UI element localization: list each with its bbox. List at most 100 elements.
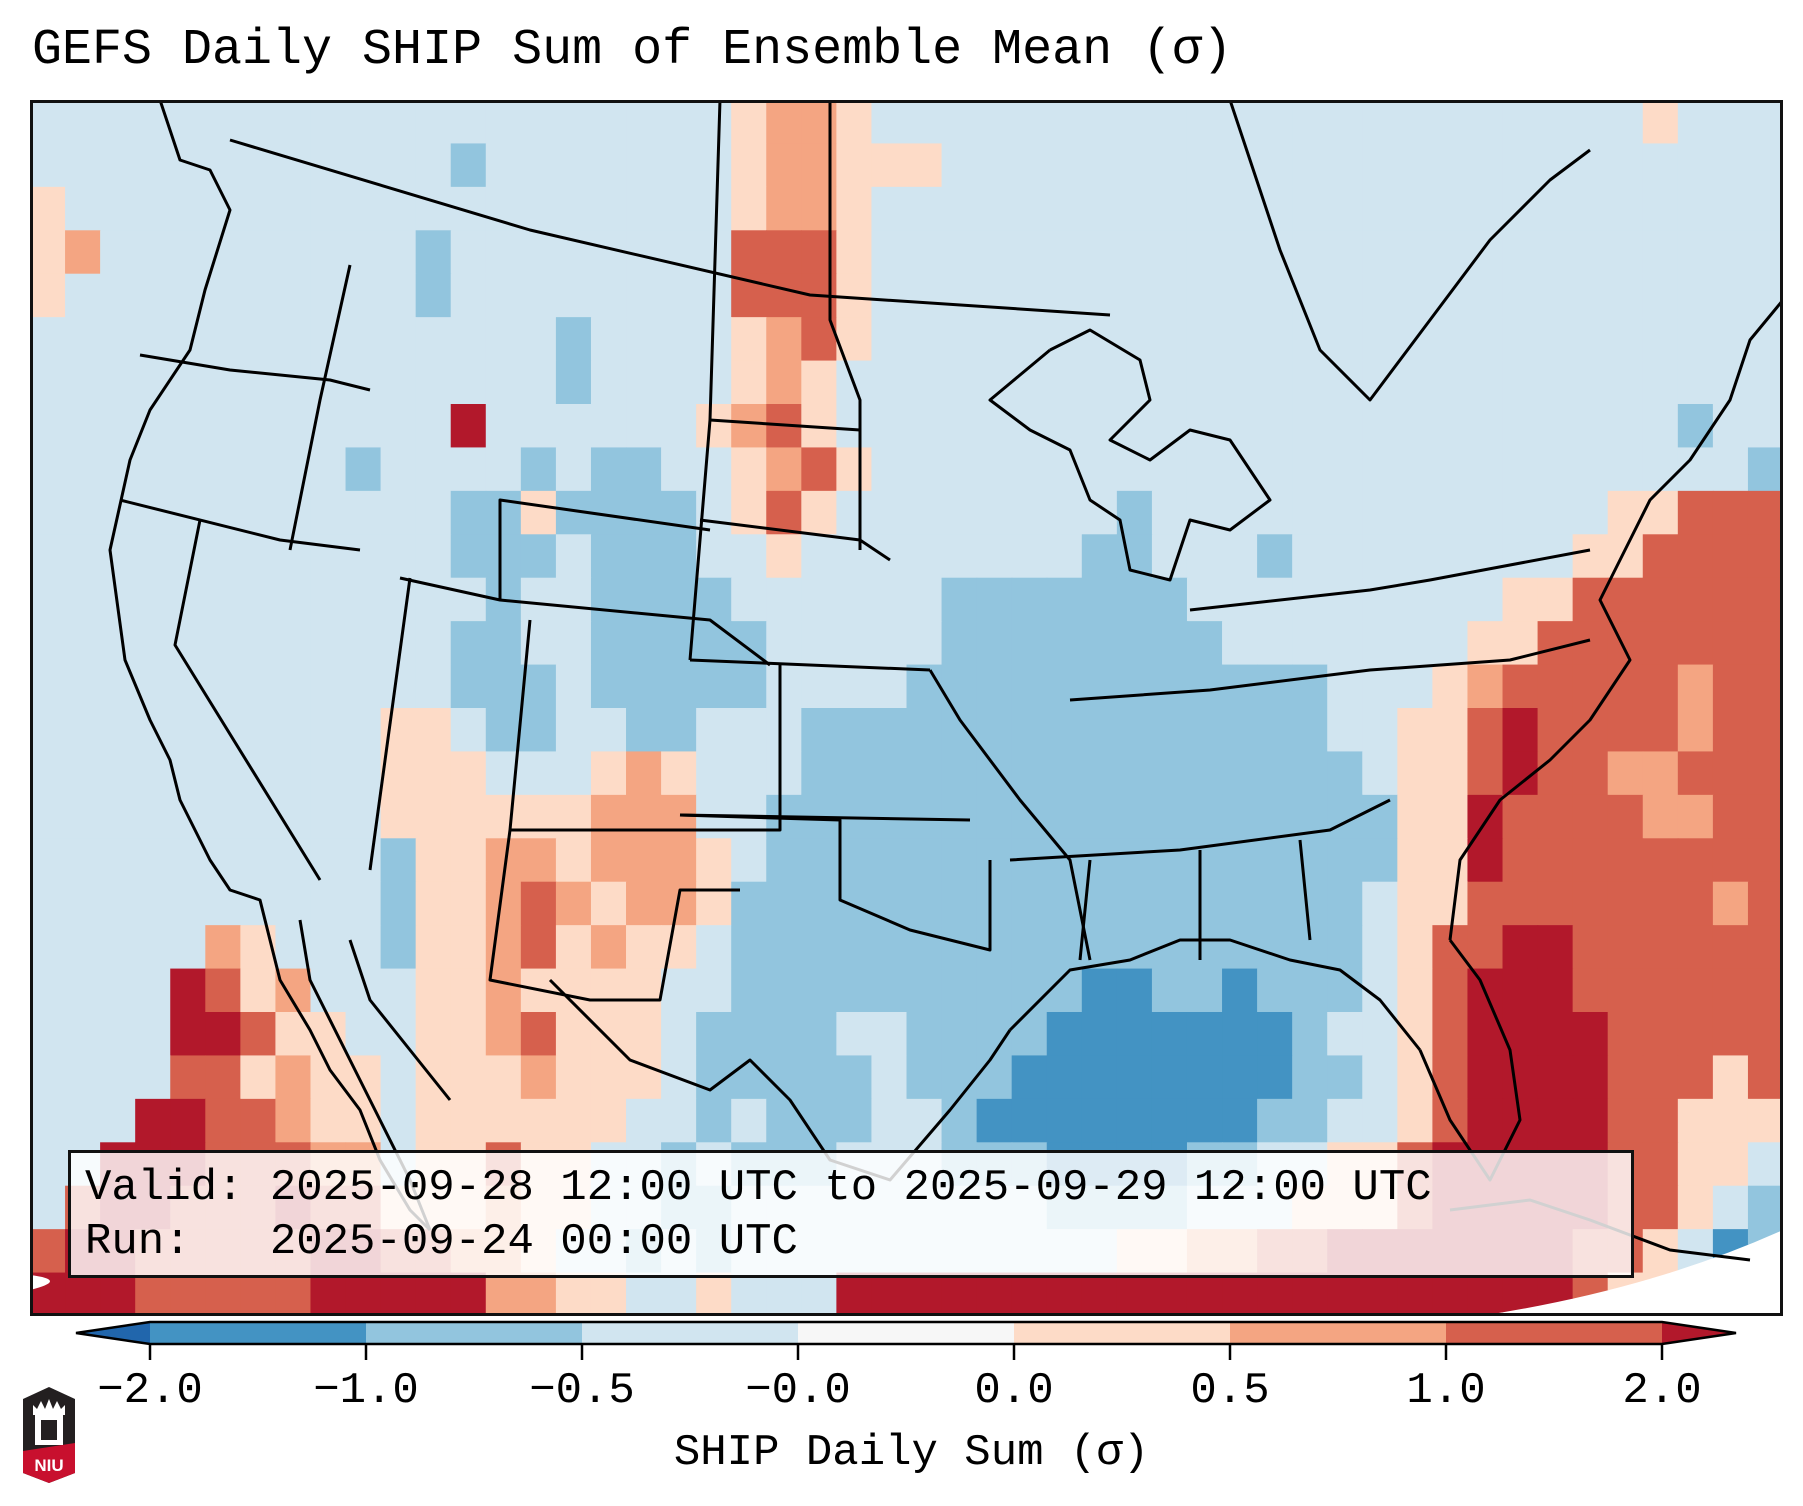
heatmap-cell <box>1046 317 1083 362</box>
heatmap-cell <box>415 273 452 318</box>
heatmap-cell <box>1677 881 1714 926</box>
heatmap-cell <box>1572 273 1609 318</box>
heatmap-cell <box>380 490 417 535</box>
heatmap-cell <box>1572 577 1609 622</box>
heatmap-cell <box>1257 751 1293 796</box>
heatmap-cell <box>696 968 732 1013</box>
heatmap-cell <box>1362 404 1398 449</box>
heatmap-cell <box>485 100 522 145</box>
heatmap-cell <box>1747 1012 1783 1057</box>
heatmap-cell <box>1572 404 1609 449</box>
heatmap-cell <box>661 838 697 883</box>
heatmap-cell <box>310 1272 347 1316</box>
heatmap-cell <box>520 838 557 883</box>
heatmap-cell <box>520 708 557 753</box>
heatmap-cell <box>415 490 452 535</box>
heatmap-cell <box>520 447 557 492</box>
heatmap-cell <box>1502 447 1539 492</box>
heatmap-cell <box>906 577 943 622</box>
heatmap-cell <box>1327 447 1363 492</box>
heatmap-cell <box>766 664 802 709</box>
heatmap-cell <box>1432 404 1469 449</box>
heatmap-cell <box>1046 577 1083 622</box>
heatmap-cell <box>1222 794 1258 839</box>
heatmap-cell <box>205 143 241 188</box>
heatmap-cell <box>941 490 978 535</box>
heatmap-cell <box>976 143 1013 188</box>
heatmap-cell <box>30 143 66 188</box>
heatmap-cell <box>1292 664 1328 709</box>
heatmap-cell <box>310 1098 347 1143</box>
heatmap-cell <box>1432 100 1469 145</box>
oklahoma <box>679 813 992 952</box>
heatmap-cell <box>1081 621 1118 666</box>
heatmap-cell <box>555 925 592 970</box>
heatmap-cell <box>30 881 66 926</box>
florida <box>1418 939 1522 1182</box>
heatmap-cell <box>1537 447 1574 492</box>
heatmap-cell <box>626 273 662 318</box>
heatmap-cell <box>520 664 557 709</box>
heatmap-cell <box>1642 404 1679 449</box>
heatmap-cell <box>520 317 557 362</box>
heatmap-cell <box>1712 881 1749 926</box>
heatmap-cell <box>696 1272 732 1316</box>
heatmap-cell <box>100 1055 136 1100</box>
heatmap-cell <box>1537 925 1574 970</box>
heatmap-cell <box>1151 751 1188 796</box>
heatmap-cell <box>590 1098 627 1143</box>
heatmap-cell <box>906 1012 943 1057</box>
heatmap-cell <box>871 404 908 449</box>
heatmap-cell <box>731 1012 767 1057</box>
heatmap-cell <box>1081 186 1118 231</box>
heatmap-cell <box>555 143 592 188</box>
heatmap-cell <box>1572 925 1609 970</box>
heatmap-cell <box>1011 447 1048 492</box>
heatmap-cell <box>1642 925 1679 970</box>
heatmap-cell <box>240 1098 277 1143</box>
heatmap-cell <box>1222 968 1258 1013</box>
heatmap-cell <box>1186 273 1223 318</box>
heatmap-cell <box>836 925 873 970</box>
colorbar-segment <box>1230 1322 1447 1344</box>
heatmap-cell <box>345 273 382 318</box>
heatmap-cell <box>1537 838 1574 883</box>
heatmap-cell <box>555 100 592 145</box>
heatmap-cell <box>485 664 522 709</box>
heatmap-cell <box>836 621 873 666</box>
heatmap-cell <box>1537 186 1574 231</box>
heatmap-cell <box>65 1012 101 1057</box>
heatmap-cell <box>731 186 767 231</box>
heatmap-cell <box>941 577 978 622</box>
heatmap-cell <box>941 1055 978 1100</box>
heatmap-cell <box>836 447 873 492</box>
heatmap-cell <box>1397 143 1433 188</box>
heatmap-cell <box>801 708 837 753</box>
heatmap-cell <box>65 186 101 231</box>
heatmap-cell <box>1257 1272 1293 1316</box>
heatmap-cell <box>1607 186 1644 231</box>
heatmap-cell <box>1712 664 1749 709</box>
heatmap-cell <box>345 838 382 883</box>
heatmap-cell <box>1011 100 1048 145</box>
heatmap-cell <box>976 664 1013 709</box>
heatmap-cell <box>1607 404 1644 449</box>
heatmap-cell <box>65 273 101 318</box>
heatmap-cell <box>1222 186 1258 231</box>
heatmap-cell <box>1081 708 1118 753</box>
heatmap-cell <box>415 664 452 709</box>
heatmap-cell <box>1502 534 1539 579</box>
heatmap-cell <box>310 490 347 535</box>
heatmap-cell <box>1607 925 1644 970</box>
heatmap-cell <box>906 230 943 275</box>
heatmap-cell <box>100 100 136 145</box>
heatmap-cell <box>555 794 592 839</box>
heatmap-cell <box>30 490 66 535</box>
heatmap-cell <box>871 273 908 318</box>
heatmap-cell <box>415 968 452 1013</box>
heatmap-cell <box>520 360 557 405</box>
heatmap-cell <box>1747 664 1783 709</box>
heatmap-cell <box>1257 1012 1293 1057</box>
heatmap-cell <box>1046 794 1083 839</box>
heatmap-cell <box>1572 1012 1609 1057</box>
